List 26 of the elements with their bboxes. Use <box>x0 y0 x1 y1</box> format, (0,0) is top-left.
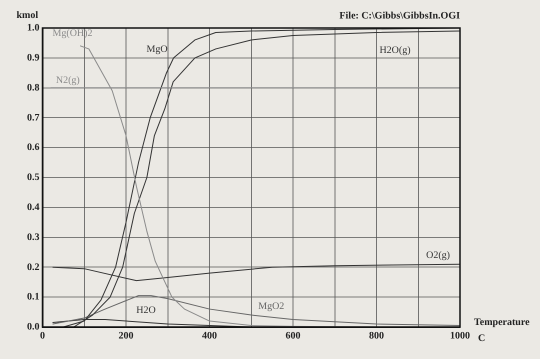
x-tick-label: 1000 <box>450 330 470 342</box>
y-tick-label: 1.0 <box>27 22 40 34</box>
series-label: N2(g) <box>56 74 80 86</box>
y-tick-label: 0.2 <box>27 262 40 273</box>
x-tick-label: 800 <box>369 330 384 342</box>
x-tick-label: 200 <box>118 330 134 342</box>
y-tick-label: 0.7 <box>27 112 40 124</box>
series-label: H2O <box>136 305 156 316</box>
chart-title: File: C:\Gibbs\GibbsIn.OGI <box>339 10 460 22</box>
series-label: O2(g) <box>426 250 450 262</box>
y-tick-label: 0.8 <box>27 82 40 94</box>
y-tick-label: 0.4 <box>27 202 40 213</box>
y-tick-label: 0.6 <box>27 142 40 154</box>
y-tick-label: 0.1 <box>27 292 40 303</box>
x-tick-label: 400 <box>202 330 217 342</box>
y-axis-title: kmol <box>16 10 38 21</box>
series-label: MgO <box>146 44 168 55</box>
series-label: H2O(g) <box>379 44 411 56</box>
x-tick-label: 600 <box>286 330 300 342</box>
y-tick-label: 0.5 <box>27 172 40 184</box>
x-axis-title: Temperature C <box>474 317 530 344</box>
y-tick-label: 0.9 <box>27 52 40 64</box>
series-label: MgO2 <box>258 301 284 312</box>
y-tick-label: 0.0 <box>27 322 40 333</box>
x-tick-label: 0 <box>40 330 45 342</box>
y-tick-label: 0.3 <box>27 232 40 243</box>
